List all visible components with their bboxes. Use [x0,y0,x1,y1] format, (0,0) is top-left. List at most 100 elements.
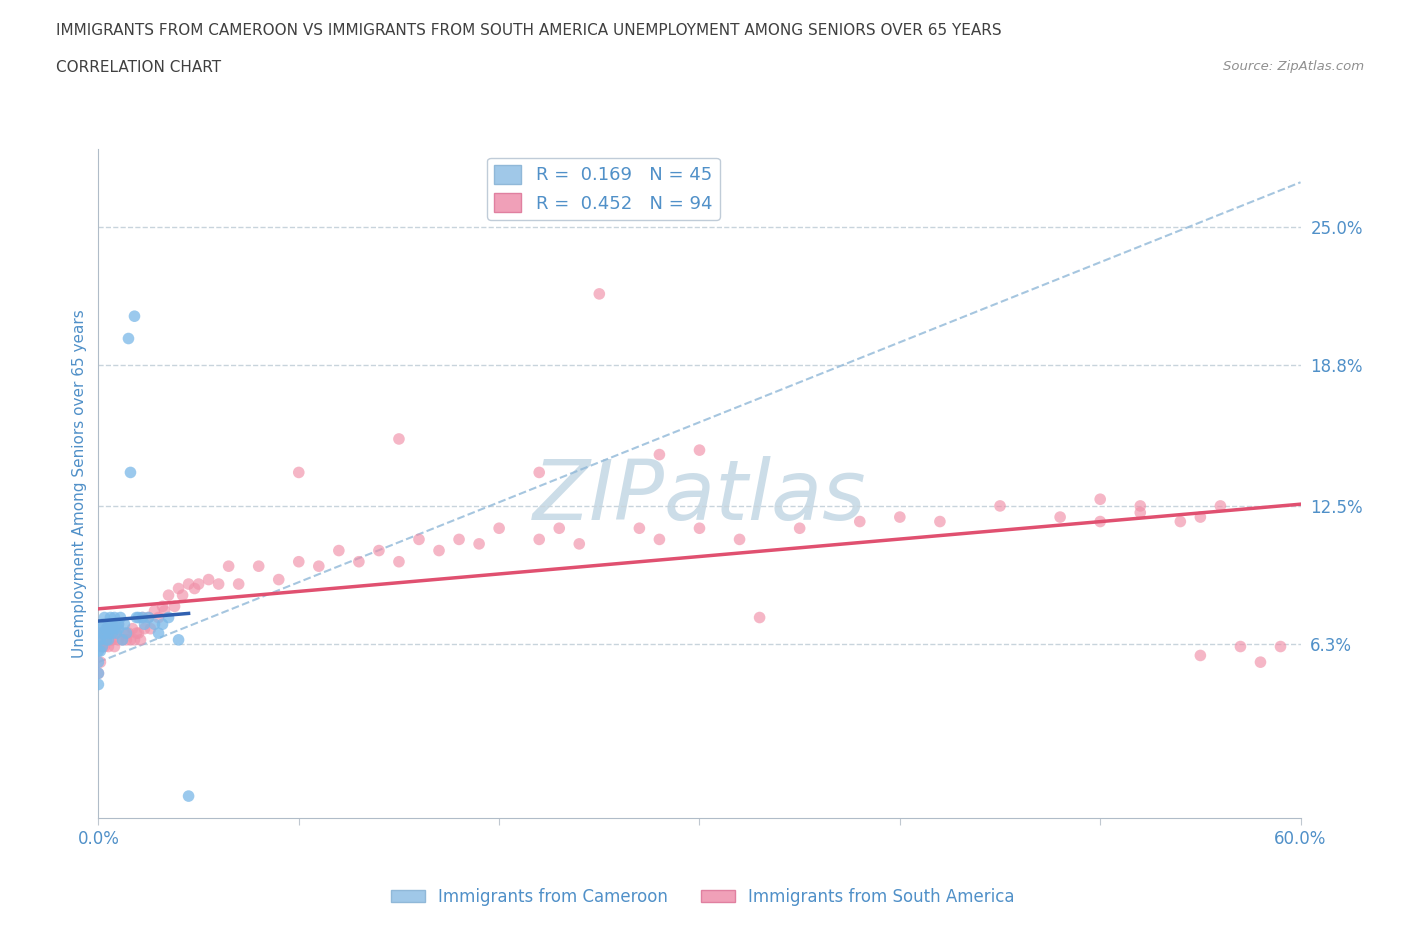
Point [96,621,118,636]
Point [134,621,156,636]
Point [153,604,176,618]
Point [111,632,134,647]
Point [1189,648,1212,663]
Point [167,581,190,596]
Point [87,644,110,658]
Point [100,621,122,636]
Point [1250,655,1272,670]
Point [87,677,110,692]
Point [1129,505,1152,520]
Point [124,309,146,324]
Point [177,789,200,804]
Point [468,537,491,551]
Point [87,639,110,654]
Point [408,532,430,547]
Point [1189,510,1212,525]
Point [288,465,311,480]
Point [103,621,125,636]
Point [101,626,124,641]
Point [167,632,190,647]
Point [143,604,166,618]
Point [107,621,129,636]
Point [100,610,122,625]
Point [91,626,114,641]
Point [139,621,162,636]
Point [89,632,111,647]
Point [689,521,711,536]
Point [125,610,148,625]
Point [1049,510,1071,525]
Point [93,610,115,625]
Point [128,626,150,641]
Point [120,465,142,480]
Point [93,626,115,641]
Point [447,532,470,547]
Point [152,599,174,614]
Point [128,610,150,625]
Point [124,632,146,647]
Point [648,532,671,547]
Point [107,632,129,647]
Point [177,577,200,591]
Text: ZIPatlas: ZIPatlas [533,457,866,538]
Point [748,610,770,625]
Point [101,617,124,631]
Point [388,432,411,446]
Point [103,639,125,654]
Point [87,666,110,681]
Point [125,626,148,641]
Point [689,443,711,458]
Legend: Immigrants from Cameroon, Immigrants from South America: Immigrants from Cameroon, Immigrants fro… [385,881,1021,912]
Point [889,510,911,525]
Point [110,610,132,625]
Point [388,554,411,569]
Point [208,577,231,591]
Point [218,559,240,574]
Point [131,610,153,625]
Point [97,626,120,641]
Point [93,626,115,641]
Point [368,543,391,558]
Point [87,626,110,641]
Point [328,543,350,558]
Point [1088,492,1111,507]
Point [529,465,551,480]
Point [87,666,110,681]
Point [138,610,160,625]
Point [115,626,138,641]
Point [134,617,156,631]
Point [87,655,110,670]
Text: IMMIGRANTS FROM CAMEROON VS IMMIGRANTS FROM SOUTH AMERICA UNEMPLOYMENT AMONG SEN: IMMIGRANTS FROM CAMEROON VS IMMIGRANTS F… [56,23,1002,38]
Point [789,521,811,536]
Point [247,559,270,574]
Point [91,626,114,641]
Point [120,632,142,647]
Point [163,599,186,614]
Point [197,572,219,587]
Point [131,610,153,625]
Point [97,617,120,631]
Point [96,632,118,647]
Point [267,572,290,587]
Point [347,554,370,569]
Point [87,632,110,647]
Point [148,626,170,641]
Point [111,632,134,647]
Point [121,621,143,636]
Y-axis label: Unemployment Among Seniors over 65 years: Unemployment Among Seniors over 65 years [72,310,87,658]
Point [91,617,114,631]
Point [187,577,209,591]
Point [157,588,180,603]
Point [152,617,174,631]
Point [91,639,114,654]
Point [148,610,170,625]
Point [849,514,872,529]
Point [1209,498,1232,513]
Point [228,577,250,591]
Point [93,639,115,654]
Point [97,639,120,654]
Point [91,639,114,654]
Point [488,521,510,536]
Point [89,632,111,647]
Point [100,617,122,631]
